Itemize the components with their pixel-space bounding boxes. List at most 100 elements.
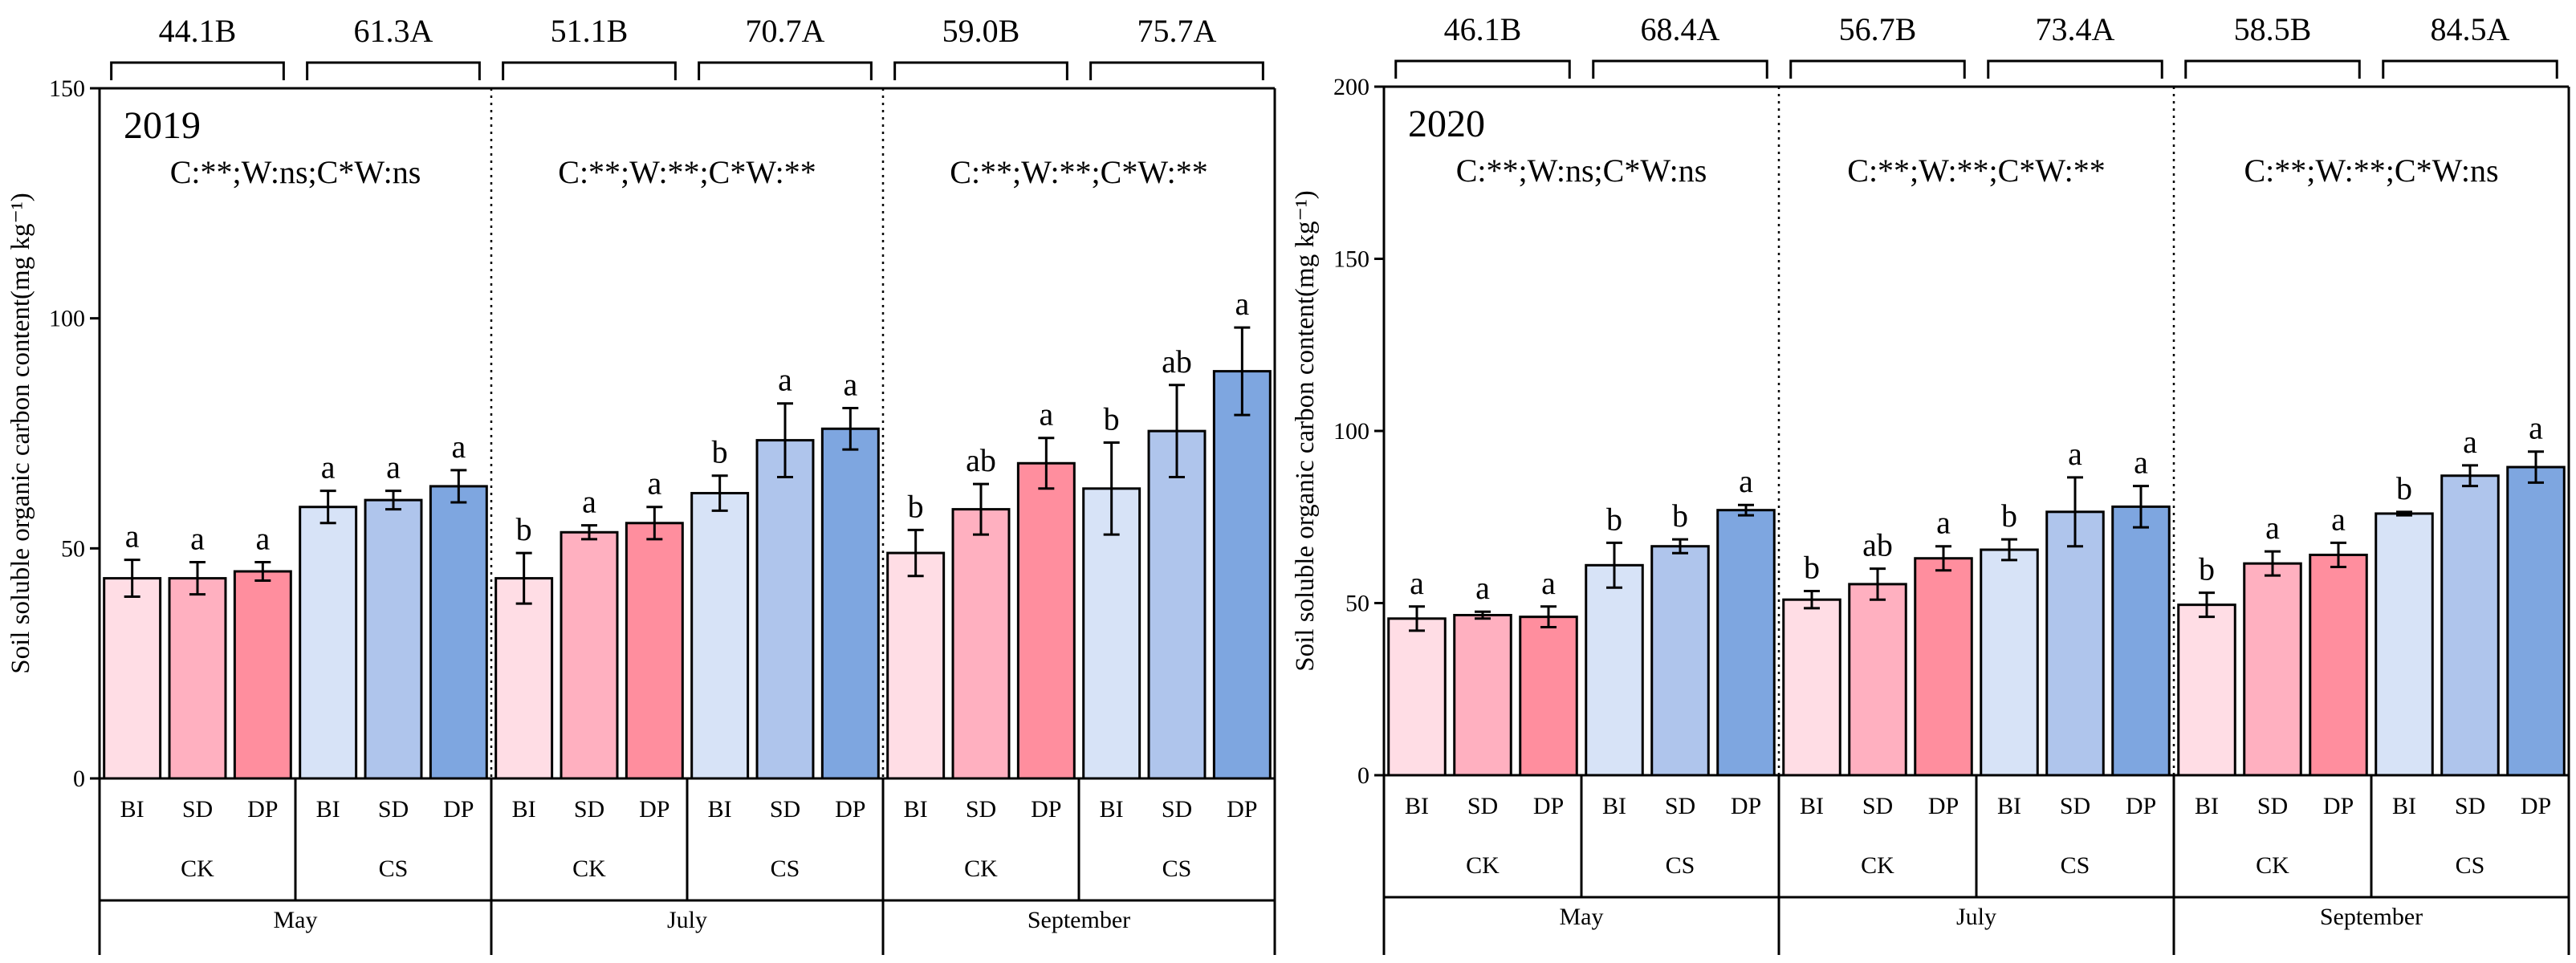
mean-bracket xyxy=(893,61,1068,80)
category-label: BI xyxy=(512,796,536,823)
y-tick-label: 0 xyxy=(1357,762,1369,789)
bar xyxy=(1147,429,1207,780)
bar xyxy=(299,506,358,780)
group-label: CK xyxy=(2256,852,2289,879)
mean-label: 68.4A xyxy=(1641,11,1720,47)
category-label: BI xyxy=(1405,793,1429,819)
category-label: DP xyxy=(443,796,474,823)
mean-bracket xyxy=(1592,59,1768,79)
bar xyxy=(1848,583,1907,777)
significance-letter: a xyxy=(2331,501,2346,537)
bar xyxy=(625,522,684,780)
category-label: SD xyxy=(770,796,800,823)
stat-text: C:**;W:**;C*W:** xyxy=(558,154,816,190)
y-tick-label: 100 xyxy=(1333,418,1369,445)
bar xyxy=(1650,545,1710,777)
month-label: July xyxy=(1956,904,1996,930)
bar xyxy=(103,577,162,780)
category-label: DP xyxy=(1731,793,1761,819)
panel-2020: 0 50 100 150 200 Soil soluble organic carbon … xyxy=(1291,11,2570,955)
mean-bracket xyxy=(306,61,481,80)
category-label: BI xyxy=(708,796,732,823)
group-label: CS xyxy=(1666,852,1695,879)
category-label: BI xyxy=(1602,793,1626,819)
category-label: SD xyxy=(2257,793,2288,819)
group-label: CS xyxy=(2456,852,2485,879)
category-label: DP xyxy=(247,796,278,823)
mean-bracket xyxy=(1987,59,2163,79)
mean-label: 84.5A xyxy=(2431,11,2510,47)
significance-letter: a xyxy=(386,449,401,486)
significance-letter: a xyxy=(1739,463,1753,499)
significance-letter: b xyxy=(1804,549,1820,585)
y-tick-label: 50 xyxy=(1345,591,1369,617)
bar xyxy=(560,530,619,780)
significance-letter: a xyxy=(1475,570,1490,606)
y-tick-label: 0 xyxy=(73,766,85,792)
category-label: SD xyxy=(1665,793,1695,819)
significance-letter: b xyxy=(1606,501,1622,537)
bar xyxy=(364,498,423,780)
significance-letter: b xyxy=(516,511,532,547)
significance-letter: b xyxy=(2001,498,2017,534)
bar xyxy=(2440,474,2500,777)
bar xyxy=(2045,510,2105,777)
mean-bracket xyxy=(1789,59,1966,79)
bar xyxy=(1980,548,2039,777)
bar xyxy=(1519,616,1578,777)
bar xyxy=(2506,465,2566,777)
bar xyxy=(1387,617,1447,777)
month-label: September xyxy=(2320,904,2423,930)
group-label: CK xyxy=(572,855,606,882)
category-label: SD xyxy=(1862,793,1893,819)
significance-letter: a xyxy=(778,362,792,398)
significance-letter: a xyxy=(1235,286,1249,322)
category-label: BI xyxy=(1997,793,2021,819)
mean-bracket xyxy=(1089,61,1264,80)
stat-text: C:**;W:**;C*W:ns xyxy=(2244,152,2498,189)
panel-2019: 0 50 100 150 Soil soluble organic carbon con… xyxy=(6,13,1276,955)
mean-bracket xyxy=(698,61,873,80)
category-label: DP xyxy=(1031,796,1061,823)
mean-label: 59.0B xyxy=(942,13,1020,49)
category-label: SD xyxy=(574,796,604,823)
mean-bracket xyxy=(110,61,285,80)
stat-text: C:**;W:ns;C*W:ns xyxy=(1456,152,1707,189)
group-label: CK xyxy=(1466,852,1500,879)
category-label: SD xyxy=(2455,793,2485,819)
bar xyxy=(1212,370,1272,780)
bar xyxy=(1782,598,1841,777)
category-label: BI xyxy=(120,796,144,823)
month-label: May xyxy=(1560,904,1604,930)
bar xyxy=(1585,563,1644,777)
significance-letter: a xyxy=(255,521,270,557)
mean-label: 61.3A xyxy=(354,13,433,49)
significance-letter: b xyxy=(712,434,728,470)
month-label: July xyxy=(667,907,707,933)
significance-letter: b xyxy=(1104,400,1120,437)
mean-label: 58.5B xyxy=(2234,11,2312,47)
category-label: DP xyxy=(2323,793,2354,819)
category-label: DP xyxy=(1227,796,1257,823)
group-label: CS xyxy=(2061,852,2090,879)
mean-bracket xyxy=(2184,59,2361,79)
category-label: DP xyxy=(835,796,865,823)
significance-letter: a xyxy=(647,465,661,502)
category-label: BI xyxy=(316,796,340,823)
bar xyxy=(429,485,488,780)
year-label: 2020 xyxy=(1408,103,1485,145)
bar xyxy=(168,577,227,780)
group-label: CS xyxy=(771,855,800,882)
category-label: DP xyxy=(1533,793,1564,819)
bar xyxy=(2177,603,2236,777)
group-label: CS xyxy=(1162,855,1192,882)
category-label: DP xyxy=(639,796,669,823)
category-label: SD xyxy=(966,796,996,823)
category-label: BI xyxy=(1100,796,1124,823)
category-label: SD xyxy=(1162,796,1192,823)
bar xyxy=(2309,553,2368,777)
y-tick-label: 200 xyxy=(1333,74,1369,100)
year-label: 2019 xyxy=(124,104,201,147)
group-label: CK xyxy=(1861,852,1894,879)
